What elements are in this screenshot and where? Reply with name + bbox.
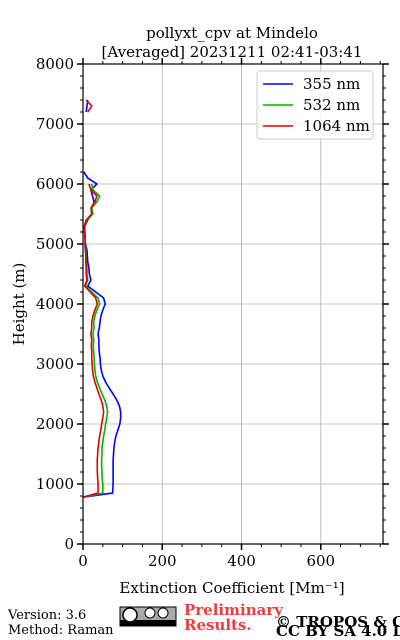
legend-label: 1064 nm — [303, 117, 370, 135]
y-tick-label: 3000 — [36, 355, 74, 373]
copyright-text: © TROPOS & OSCM 2023. — [276, 613, 400, 631]
y-tick-label: 8000 — [36, 55, 74, 73]
legend-label: 355 nm — [303, 75, 360, 93]
chart-title: pollyxt_cpv at Mindelo — [146, 24, 318, 42]
x-tick-label: 600 — [306, 552, 335, 570]
x-tick-label: 0 — [78, 552, 88, 570]
version-text: Version: 3.6 — [7, 608, 86, 623]
legend-label: 532 nm — [303, 96, 360, 114]
y-tick-label: 0 — [64, 535, 74, 553]
license-text: CC BY SA 4.0 License. — [276, 622, 400, 640]
profile-line — [83, 64, 104, 497]
x-tick-label: 400 — [227, 552, 256, 570]
y-tick-label: 1000 — [36, 475, 74, 493]
y-tick-label: 4000 — [36, 295, 74, 313]
legend-box — [256, 70, 374, 140]
x-tick-label: 200 — [148, 552, 177, 570]
y-tick-label: 6000 — [36, 175, 74, 193]
plot-frame — [82, 63, 384, 545]
y-tick-label: 7000 — [36, 115, 74, 133]
chart-subtitle: [Averaged] 20231211 02:41-03:41 — [102, 43, 363, 61]
status-text: Results. — [184, 616, 252, 634]
y-tick-label: 2000 — [36, 415, 74, 433]
y-tick-label: 5000 — [36, 235, 74, 253]
profile-line — [83, 64, 121, 497]
y-axis-label: Height (m) — [10, 263, 28, 346]
cc-badge — [119, 606, 177, 627]
method-text: Method: Raman — [8, 623, 114, 638]
profile-line — [82, 183, 109, 498]
status-text: Preliminary — [184, 601, 284, 619]
x-axis-label: Extinction Coefficient [Mm⁻¹] — [119, 579, 344, 597]
